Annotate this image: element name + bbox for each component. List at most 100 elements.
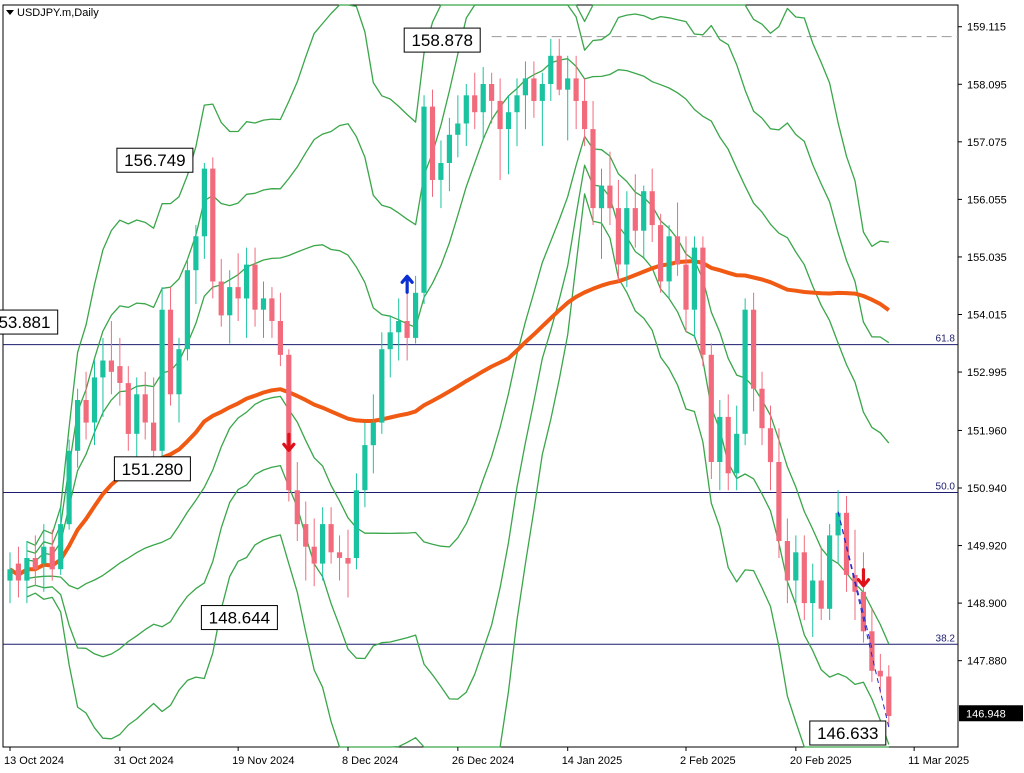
x-tick-label: 13 Oct 2024 [4,755,64,767]
candle-body [421,106,427,293]
candle-body [784,541,790,581]
candle-body [210,168,216,282]
candle-body [286,354,292,491]
callout-box [809,720,887,746]
candle-body [522,78,528,96]
candle-body [624,208,630,265]
dropdown-triangle-icon[interactable] [6,10,14,15]
candle-body [134,394,140,434]
candle-body [598,185,605,209]
candle-body [776,462,782,541]
candle-body [793,552,799,581]
x-tick-label: 8 Dec 2024 [342,755,398,767]
candle-body [438,163,444,180]
fib-label: 61.8 [936,334,956,345]
band-line [26,4,889,546]
y-tick-label: 157.075 [967,137,1007,149]
candle-body [311,546,317,564]
candle-body [24,558,30,581]
candle-body [582,100,588,130]
candle-body [58,524,64,570]
arrow-down-icon [282,432,296,452]
candle-body [303,524,309,547]
candle-body [480,84,486,113]
trend-line [837,511,873,649]
candle-body [573,78,579,101]
y-tick-label: 148.900 [967,598,1007,610]
candle-body [108,360,114,372]
candle-body [142,394,148,423]
candle-body [176,349,182,395]
candle-body [801,552,807,604]
candle-body [336,552,343,558]
candle-body [632,208,638,231]
candle-body [463,95,469,124]
y-tick-label: 156.055 [967,194,1007,206]
candle-body [7,569,13,581]
candle-body [379,349,385,423]
candle-body [218,281,224,316]
callout-box [0,309,59,335]
candle-body [32,558,38,570]
candle-body [767,428,774,463]
candle-body [49,546,55,570]
y-tick-label: 154.015 [967,309,1007,321]
candle-body [328,524,334,553]
callout-text: 151.280 [122,460,183,479]
candle-body [683,264,689,310]
candle-body [100,360,106,378]
overlay-layer [282,274,890,728]
candle-body [260,298,267,310]
candle-body [159,309,165,451]
candle-body [294,490,300,525]
y-tick-label: 155.035 [967,252,1007,264]
candle-body [751,309,757,389]
callout-text: 148.644 [209,609,270,628]
callout-text: 153.881 [0,313,50,332]
y-tick-label: 149.920 [967,541,1007,553]
candle-body [41,546,47,564]
x-tick-label: 19 Nov 2024 [232,755,294,767]
candle-body [674,236,681,265]
callout-box [200,605,278,631]
candle-body [75,400,81,451]
candle-body [353,490,359,558]
fib-label: 38.2 [936,633,956,644]
callout-box [403,27,481,53]
candle-body [691,247,697,310]
candle-body [446,134,452,163]
candle-body [835,512,841,536]
fib-label: 50.0 [936,482,956,493]
candle-body [429,106,436,180]
candle-body [759,388,765,429]
y-tick-label: 150.940 [967,483,1007,495]
x-tick-label: 26 Dec 2024 [452,755,514,767]
candle-body [539,84,545,101]
candle-body [235,287,241,299]
candle-body [252,264,258,310]
candle-body [649,191,655,226]
candle-body [244,264,250,299]
candle-body [489,84,495,101]
x-tick-label: 31 Oct 2024 [114,755,174,767]
x-tick-label: 14 Jan 2025 [562,755,623,767]
candle-body [641,191,647,231]
candle-body [125,383,131,434]
y-tick-label: 151.960 [967,425,1007,437]
y-tick-label: 159.115 [967,22,1006,34]
y-tick-label: 158.095 [967,79,1007,91]
candle-body [717,416,723,462]
candle-body [387,332,393,350]
candle-body [184,270,190,350]
candle-body [193,236,199,271]
candle-body [514,95,520,113]
candle-body [725,416,731,474]
candle-body [505,112,512,130]
candle-body [167,309,174,395]
candle-body [666,236,672,282]
callout-text: 156.749 [124,151,185,170]
candle-body [827,535,833,609]
price-callouts: 158.878 156.749 153.881 151.280 148.644 146.6… [0,27,887,746]
band-line [26,164,890,745]
